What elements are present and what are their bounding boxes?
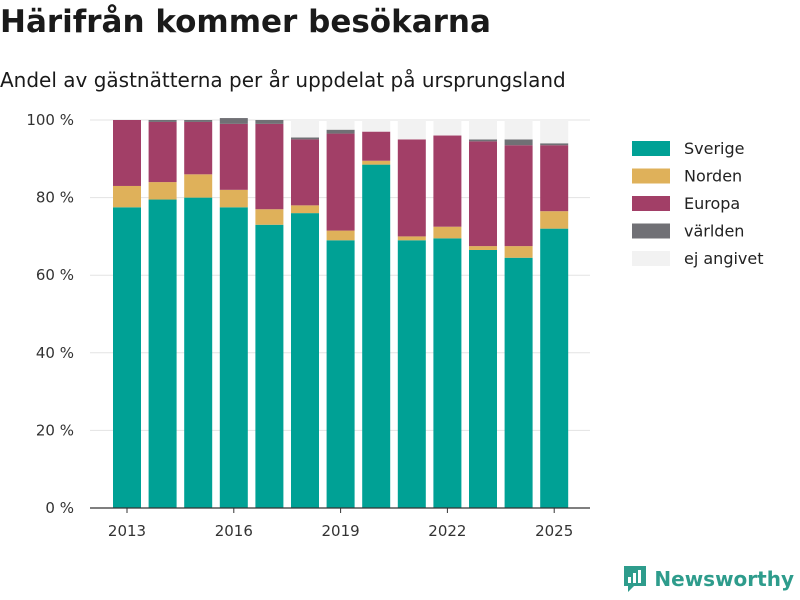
chart-title: Härifrån kommer besökarna xyxy=(0,4,491,40)
legend-label: världen xyxy=(684,222,744,241)
legend-swatch xyxy=(632,196,670,211)
legend-label: Europa xyxy=(684,194,740,213)
bar-segment xyxy=(362,120,391,132)
bar-segment xyxy=(255,224,284,508)
bar-segment xyxy=(433,120,462,136)
bar-segment xyxy=(291,137,319,140)
bar-segment xyxy=(469,246,497,250)
bar-segment xyxy=(184,174,213,198)
bar-segment xyxy=(469,120,497,140)
y-tick-label: 60 % xyxy=(36,266,74,284)
y-tick-label: 40 % xyxy=(36,344,74,362)
bar-segment xyxy=(326,133,355,231)
bar-segment xyxy=(469,139,497,142)
newsworthy-logo-icon xyxy=(624,566,647,592)
bar-segment xyxy=(504,120,533,140)
y-tick-label: 80 % xyxy=(36,189,74,207)
legend-label: ej angivet xyxy=(684,249,764,268)
bar-segment xyxy=(291,205,319,214)
legend-swatch xyxy=(632,251,670,266)
bar-segment xyxy=(540,228,569,508)
chart-subtitle: Andel av gästnätterna per år uppdelat på… xyxy=(0,68,566,92)
bar-segment xyxy=(326,129,355,134)
bar-segment xyxy=(219,207,248,509)
bar-segment xyxy=(504,145,533,247)
bar-segment xyxy=(148,121,177,183)
bar-segment xyxy=(433,238,462,508)
legend-label: Sverige xyxy=(684,139,745,158)
x-tick-label: 2016 xyxy=(215,522,253,540)
brand-logo[interactable]: Newsworthy xyxy=(622,564,794,594)
legend-label: Norden xyxy=(684,167,742,186)
legend-swatch xyxy=(632,223,670,239)
bar-segment xyxy=(540,120,569,144)
axes: 0 % 20 % 40 % 60 % 80 % 100 % 2013 2016 2019 2022… xyxy=(26,111,590,540)
bar-segment xyxy=(326,120,355,130)
bar-segment xyxy=(469,141,497,247)
legend: Sverige Norden Europa världen ej angivet xyxy=(632,139,764,268)
y-tick-label: 20 % xyxy=(36,421,74,439)
bar-segment xyxy=(255,120,284,124)
bar-segment xyxy=(219,118,248,124)
x-tick-label: 2022 xyxy=(428,522,466,540)
bar-segment xyxy=(504,257,533,508)
bar-segment xyxy=(255,209,284,225)
bar-segment xyxy=(540,145,569,212)
brand-name: Newsworthy xyxy=(654,567,794,591)
bar-segment xyxy=(219,123,248,190)
bar-segment xyxy=(291,139,319,206)
bar-segment xyxy=(184,121,213,175)
bar-segment xyxy=(148,120,177,122)
bar-segment xyxy=(291,120,319,138)
bar-segment xyxy=(148,182,177,200)
bar-segment xyxy=(397,139,426,237)
bar-segment xyxy=(113,207,141,509)
bar-segment xyxy=(504,139,533,146)
bar-segment xyxy=(219,189,248,208)
bar-segment xyxy=(433,135,462,227)
bar-segment xyxy=(291,213,319,508)
bar-segment xyxy=(397,236,426,241)
bar-segment xyxy=(397,240,426,508)
bar-segment xyxy=(148,199,177,509)
bar-segment xyxy=(113,120,141,186)
x-tick-label: 2025 xyxy=(535,522,573,540)
bar-segment xyxy=(326,230,355,241)
y-tick-label: 100 % xyxy=(26,111,74,129)
bar-segment xyxy=(362,160,391,165)
bar-segment xyxy=(113,185,141,208)
bar-segment xyxy=(433,226,462,239)
x-tick-label: 2019 xyxy=(322,522,360,540)
legend-swatch xyxy=(632,141,670,156)
bar-segment xyxy=(255,123,284,210)
x-tick-label: 2013 xyxy=(108,522,146,540)
bar-segment xyxy=(540,143,569,146)
bar-segment xyxy=(362,164,391,508)
bar-segment xyxy=(469,249,497,509)
bar-segment xyxy=(184,197,213,508)
bar-segment xyxy=(184,120,213,122)
bar-segment xyxy=(326,240,355,508)
bar-segment xyxy=(397,120,426,140)
bar-segment xyxy=(504,246,533,258)
bar-segment xyxy=(362,131,391,161)
legend-swatch xyxy=(632,168,670,184)
bars xyxy=(113,118,569,509)
bar-segment xyxy=(540,211,569,229)
y-tick-label: 0 % xyxy=(45,499,74,517)
